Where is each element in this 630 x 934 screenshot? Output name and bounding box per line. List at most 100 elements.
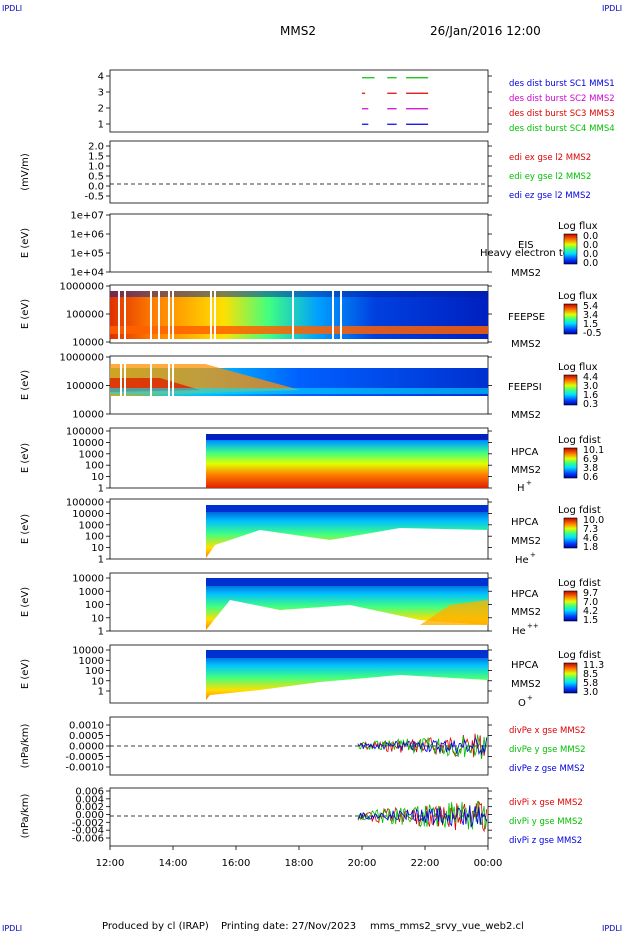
hpca-h-cbar-title: Log fdist [558, 435, 601, 446]
x-tick-label: 16:00 [222, 858, 251, 869]
hpca-hepp-ytick-label: 100 [85, 600, 104, 611]
footer-printing-date: Printing date: 27/Nov/2023 [221, 921, 356, 932]
hpca-o-ytick-label: 100 [85, 666, 104, 677]
divpi-ytick-label: 0.002 [75, 802, 104, 813]
x-axis: 12:00 14:00 16:00 18:00 20:00 22:00 00:00 [96, 846, 502, 869]
hpca-h-ytick-label: 100 [85, 461, 104, 472]
corner-label-bottom-right: IPDLI [602, 924, 622, 933]
hpca-h-ytick-label: 100000 [66, 427, 104, 438]
eis-label-mms: MMS2 [511, 268, 541, 279]
eis-cbar-tick: 0.0 [583, 231, 598, 242]
hpca-hepp-cbar-tick: 9.7 [583, 588, 598, 599]
feepse-ytick-label: 1000000 [59, 282, 104, 293]
feepse-data-gap [210, 291, 212, 339]
divpe-legend-entry: divPe z gse MMS2 [509, 764, 585, 774]
hpca-he-cbar-tick: 4.6 [583, 533, 598, 544]
hpca-hepp-charge: ++ [527, 622, 539, 630]
hpca-he-ytick-label: 10000 [72, 509, 104, 520]
divpi-ytick-label: 0.006 [75, 787, 104, 798]
hpca-h-colorbar [563, 447, 578, 479]
hpca-o-cbar-tick: 5.8 [583, 678, 598, 689]
des-dist-burst-ytick-label: 3 [98, 88, 104, 99]
panel-divpi: (nPa/km) 0.0060.0040.0020.000-0.002-0.00… [20, 787, 583, 847]
corner-label-top-left: IPDLI [2, 4, 22, 13]
des-legend-entry: des dist burst SC1 MMS1 [509, 79, 615, 89]
hpca-h-ytick-label: 1 [98, 484, 104, 495]
hpca-h-charge: + [526, 479, 532, 487]
divpi-ytick-label: -0.002 [72, 818, 104, 829]
x-tick-label: 20:00 [348, 858, 377, 869]
eis-ytick-label: 1e+06 [70, 230, 104, 241]
feepse-data-gap [168, 291, 170, 339]
feepse-cbar-tick: 5.4 [583, 301, 598, 312]
des-legend-entry: des dist burst SC4 MMS4 [509, 124, 615, 134]
hpca-o-cbar-tick: 8.5 [583, 669, 598, 680]
feepse-label: FEEPSE [508, 312, 545, 323]
eis-label: EIS [518, 240, 534, 251]
hpca-o-ytick-label: 10 [91, 676, 104, 687]
eis-ytick-label: 1e+04 [70, 268, 104, 279]
des-legend-entry: des dist burst SC2 MMS2 [509, 94, 615, 104]
des-dist-burst-ytick-label: 1 [98, 120, 104, 131]
eis-cbar-tick: 0.0 [583, 240, 598, 251]
divpi-legend-entry: divPi z gse MMS2 [509, 836, 582, 846]
feepse-colorbar [563, 303, 578, 335]
feepsi-label: FEEPSI [508, 382, 542, 393]
eis-cbar-tick: 0.0 [583, 258, 598, 269]
hpca-hepp-cbar-title: Log fdist [558, 578, 601, 589]
des-legend-entry: des dist burst SC3 MMS3 [509, 109, 615, 119]
hpca-he-label-mms: MMS2 [511, 536, 541, 547]
hpca-h-cbar-tick: 3.8 [583, 463, 598, 474]
hpca-h-spectrogram [206, 434, 488, 488]
feepsi-data-gap [124, 364, 126, 396]
divpi-ytick-label: -0.004 [72, 826, 104, 837]
des-dist-burst-ytick-label: 2 [98, 104, 104, 115]
hpca-he-ytick-label: 100 [85, 532, 104, 543]
hpca-h-ytick-label: 10000 [72, 438, 104, 449]
corner-label-bottom-left: IPDLI [2, 924, 22, 933]
feepse-data-gap [158, 291, 160, 339]
plot-date: 26/Jan/2016 12:00 [430, 24, 541, 38]
hpca-hepp-ytick-label: 1000 [79, 587, 104, 598]
eis-cbar-tick: 0.0 [583, 249, 598, 260]
feepsi-data-gap [150, 364, 152, 396]
feepsi-cbar-tick: 4.4 [583, 372, 598, 383]
divpi-ytick-label: 0.004 [75, 794, 104, 805]
panel-edi: (mV/m) 2.01.51.00.50.0-0.5 edi ex gse l2… [20, 140, 591, 204]
hpca-hepp-cbar-tick: 4.2 [583, 606, 598, 617]
hpca-o-ytick-label: 10000 [72, 646, 104, 657]
hpca-he-ytick-label: 100000 [66, 498, 104, 509]
feepsi-cbar-title: Log flux [558, 362, 598, 373]
hpca-he-cbar-tick: 1.8 [583, 542, 598, 553]
hpca-he-ytick-label: 10 [91, 543, 104, 554]
feepsi-cbar-tick: 3.0 [583, 381, 598, 392]
footer-file: mms_mms2_srvy_vue_web2.cl [370, 921, 524, 932]
hpca-he-ylabel: E (eV) [20, 514, 31, 544]
footer-produced: Produced by cl (IRAP) [102, 921, 209, 932]
divpi-series-2 [357, 805, 488, 828]
hpca-h-cbar-tick: 10.1 [583, 445, 604, 456]
feepsi-label-mms: MMS2 [511, 410, 541, 421]
edi-ylabel: (mV/m) [20, 153, 31, 191]
feepsi-ylabel: E (eV) [20, 370, 31, 400]
hpca-he-cbar-title: Log fdist [558, 505, 601, 516]
divpe-ytick-label: -0.0010 [65, 763, 104, 774]
hpca-hepp-species: He [512, 626, 526, 637]
hpca-he-label: HPCA [511, 517, 539, 528]
hpca-hepp-cbar-tick: 1.5 [583, 615, 598, 626]
feepsi-data-gap [172, 364, 174, 396]
hpca-he-cbar-tick: 10.0 [583, 515, 604, 526]
hpca-o-ytick-label: 1000 [79, 656, 104, 667]
panel-eis: E (eV) 1e+07 1e+06 1e+05 1e+04 EIS Heavy el… [20, 211, 598, 280]
edi-ytick-label: -0.5 [84, 192, 104, 203]
hpca-he-cbar-tick: 7.3 [583, 524, 598, 535]
feepsi-colorbar [563, 374, 578, 406]
eis-colorbar [563, 233, 578, 265]
des-dist-burst-ytick-label: 4 [98, 72, 104, 83]
hpca-o-label: HPCA [511, 660, 539, 671]
feepsi-ytick-label: 10000 [72, 410, 104, 421]
hpca-hepp-ytick-label: 10000 [72, 574, 104, 585]
feepse-cbar-tick: -0.5 [583, 328, 602, 339]
